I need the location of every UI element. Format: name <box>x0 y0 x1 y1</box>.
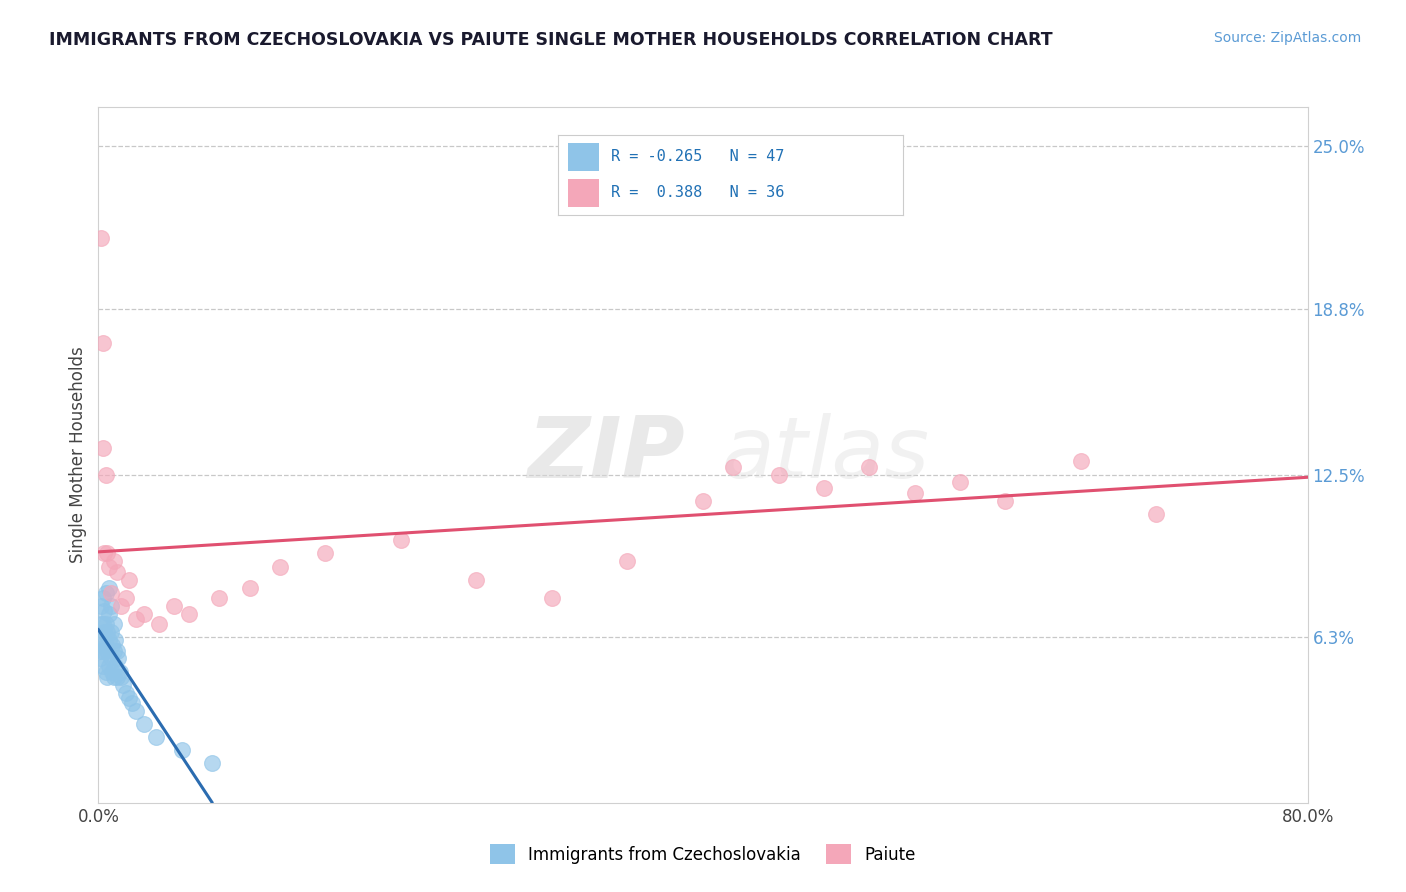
Point <box>91 442 114 456</box>
Legend: Immigrants from Czechoslovakia, Paiute: Immigrants from Czechoslovakia, Paiute <box>484 838 922 871</box>
Point <box>103 643 125 657</box>
Point <box>104 633 127 648</box>
Point <box>90 617 112 632</box>
Point <box>1070 454 1092 468</box>
Point <box>145 730 167 744</box>
Point <box>96 546 118 560</box>
Point <box>91 638 114 652</box>
Point <box>94 586 117 600</box>
Point <box>170 743 193 757</box>
Point <box>105 670 128 684</box>
Point <box>89 651 111 665</box>
Point <box>110 670 132 684</box>
Point <box>768 467 790 482</box>
Point <box>1144 507 1167 521</box>
Point <box>813 481 835 495</box>
Point <box>94 467 117 482</box>
Point <box>125 612 148 626</box>
Point <box>121 696 143 710</box>
Point <box>111 678 134 692</box>
Point <box>723 459 745 474</box>
Point <box>93 643 115 657</box>
Point <box>94 638 117 652</box>
Point <box>100 599 122 613</box>
Point <box>105 643 128 657</box>
Point <box>208 591 231 605</box>
Point <box>101 638 124 652</box>
Point <box>94 665 117 679</box>
Point <box>98 559 121 574</box>
Point <box>118 573 141 587</box>
FancyBboxPatch shape <box>568 143 599 171</box>
Point <box>132 607 155 621</box>
Point <box>96 625 118 640</box>
Point <box>98 659 121 673</box>
Point <box>118 690 141 705</box>
Point <box>101 665 124 679</box>
Point <box>98 633 121 648</box>
Point <box>540 591 562 605</box>
Point <box>100 651 122 665</box>
Point <box>616 554 638 568</box>
Point <box>904 486 927 500</box>
Point <box>949 475 972 490</box>
Point <box>100 625 122 640</box>
Point <box>163 599 186 613</box>
Point <box>96 670 118 684</box>
Point <box>148 617 170 632</box>
FancyBboxPatch shape <box>568 179 599 207</box>
Point <box>108 665 131 679</box>
Point <box>858 459 880 474</box>
Point <box>125 704 148 718</box>
Point <box>107 651 129 665</box>
Point <box>93 604 115 618</box>
Text: atlas: atlas <box>721 413 929 497</box>
Text: R =  0.388   N = 36: R = 0.388 N = 36 <box>612 186 785 201</box>
Point <box>114 591 136 605</box>
Point <box>103 617 125 632</box>
Point <box>103 554 125 568</box>
Point <box>96 643 118 657</box>
Point <box>314 546 336 560</box>
Point <box>91 659 114 673</box>
Point <box>98 581 121 595</box>
Text: IMMIGRANTS FROM CZECHOSLOVAKIA VS PAIUTE SINGLE MOTHER HOUSEHOLDS CORRELATION CH: IMMIGRANTS FROM CZECHOSLOVAKIA VS PAIUTE… <box>49 31 1053 49</box>
Point <box>239 581 262 595</box>
Point <box>389 533 412 548</box>
Point <box>465 573 488 587</box>
Point <box>93 625 115 640</box>
Point <box>103 670 125 684</box>
Point <box>132 717 155 731</box>
Point <box>98 607 121 621</box>
Y-axis label: Single Mother Households: Single Mother Households <box>69 347 87 563</box>
Point <box>114 685 136 699</box>
Point <box>91 591 114 605</box>
Text: ZIP: ZIP <box>527 413 685 497</box>
Point <box>91 336 114 351</box>
Point <box>93 546 115 560</box>
Point <box>94 617 117 632</box>
Point <box>89 633 111 648</box>
Point <box>994 494 1017 508</box>
Text: Source: ZipAtlas.com: Source: ZipAtlas.com <box>1213 31 1361 45</box>
Point <box>105 565 128 579</box>
Point <box>90 599 112 613</box>
Point <box>90 231 112 245</box>
Point <box>179 607 201 621</box>
Point <box>91 617 114 632</box>
Point <box>100 586 122 600</box>
Point <box>692 494 714 508</box>
Point <box>104 659 127 673</box>
Text: R = -0.265   N = 47: R = -0.265 N = 47 <box>612 149 785 164</box>
Point <box>90 643 112 657</box>
Point <box>110 599 132 613</box>
Point <box>269 559 291 574</box>
Point <box>201 756 224 771</box>
